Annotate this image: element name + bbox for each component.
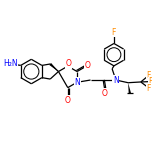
Polygon shape	[49, 63, 59, 72]
Text: O: O	[66, 59, 71, 68]
Text: O: O	[102, 88, 108, 97]
Text: N: N	[74, 78, 80, 87]
Text: O: O	[65, 96, 71, 105]
Text: F: F	[146, 71, 151, 80]
Polygon shape	[128, 83, 131, 94]
Text: N: N	[113, 76, 119, 85]
Text: F: F	[112, 28, 116, 37]
Text: H₂N: H₂N	[3, 59, 18, 68]
Text: F: F	[148, 77, 152, 86]
Text: O: O	[85, 61, 91, 70]
Text: F: F	[146, 84, 151, 93]
